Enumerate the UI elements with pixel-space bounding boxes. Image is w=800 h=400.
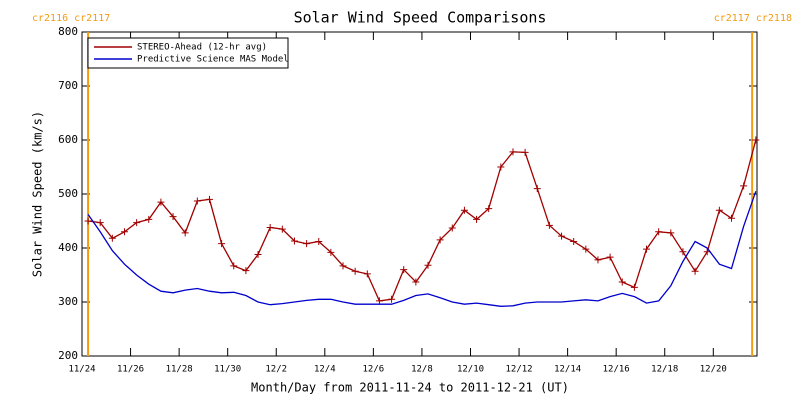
data-point — [752, 136, 760, 144]
data-point — [84, 217, 92, 225]
annotation: cr2117 cr2118 — [714, 13, 792, 24]
data-point — [120, 228, 128, 236]
data-point — [570, 238, 578, 246]
x-tick-label: 12/10 — [457, 365, 484, 375]
x-tick-label: 12/12 — [506, 365, 533, 375]
y-tick-label: 500 — [58, 187, 78, 200]
data-point — [545, 221, 553, 229]
data-point — [327, 248, 335, 256]
data-point — [339, 262, 347, 270]
data-point — [643, 245, 651, 253]
data-point — [412, 278, 420, 286]
data-point — [278, 225, 286, 233]
data-point — [242, 267, 250, 275]
data-point — [230, 262, 238, 270]
data-point — [582, 245, 590, 253]
data-point — [533, 185, 541, 193]
series-line — [87, 191, 757, 307]
data-point — [266, 223, 274, 231]
data-point — [424, 261, 432, 269]
x-tick-label: 12/16 — [603, 365, 630, 375]
data-point — [303, 240, 311, 248]
x-tick-label: 11/24 — [68, 365, 95, 375]
data-point — [606, 253, 614, 261]
x-tick-label: 12/18 — [651, 365, 678, 375]
data-point — [218, 240, 226, 248]
x-tick-label: 11/26 — [117, 365, 144, 375]
data-point — [363, 270, 371, 278]
data-point — [655, 228, 663, 236]
data-point — [740, 182, 748, 190]
data-point — [181, 229, 189, 237]
y-tick-label: 800 — [58, 25, 78, 38]
x-axis-label: Month/Day from 2011-11-24 to 2011-12-21 … — [251, 381, 569, 395]
x-tick-label: 12/4 — [314, 365, 336, 375]
data-point — [145, 215, 153, 223]
x-tick-label: 11/28 — [166, 365, 193, 375]
data-point — [679, 248, 687, 256]
data-point — [558, 232, 566, 240]
data-point — [715, 206, 723, 214]
data-point — [436, 236, 444, 244]
x-tick-label: 11/30 — [214, 365, 241, 375]
y-tick-label: 600 — [58, 133, 78, 146]
data-point — [96, 219, 104, 227]
x-tick-label: 12/14 — [554, 365, 581, 375]
data-point — [460, 206, 468, 214]
series-line — [88, 139, 757, 302]
chart-title: Solar Wind Speed Comparisons — [294, 9, 547, 27]
y-tick-label: 300 — [58, 295, 78, 308]
data-point — [400, 266, 408, 274]
x-tick-label: 12/8 — [411, 365, 433, 375]
data-point — [133, 219, 141, 227]
data-point — [728, 214, 736, 222]
data-point — [497, 163, 505, 171]
data-point — [351, 267, 359, 275]
legend-label: STEREO-Ahead (12-hr avg) — [137, 43, 267, 53]
data-point — [618, 278, 626, 286]
data-point — [169, 213, 177, 221]
data-point — [205, 195, 213, 203]
data-point — [290, 237, 298, 245]
annotation: cr2116 cr2117 — [32, 13, 110, 24]
data-point — [667, 229, 675, 237]
data-point — [375, 297, 383, 305]
plot-frame — [81, 31, 758, 357]
y-tick-label: 400 — [58, 241, 78, 254]
data-point — [691, 267, 699, 275]
data-point — [485, 205, 493, 213]
data-point — [448, 224, 456, 232]
data-point — [193, 197, 201, 205]
y-tick-label: 700 — [58, 79, 78, 92]
data-point — [594, 256, 602, 264]
legend-box — [87, 37, 289, 69]
x-tick-label: 12/20 — [700, 365, 727, 375]
x-tick-label: 12/6 — [363, 365, 385, 375]
legend-label: Predictive Science MAS Model — [137, 55, 289, 65]
data-point — [473, 215, 481, 223]
data-point — [315, 238, 323, 246]
data-point — [630, 283, 638, 291]
data-point — [254, 250, 262, 258]
data-point — [388, 295, 396, 303]
data-point — [108, 234, 116, 242]
x-tick-label: 12/2 — [265, 365, 287, 375]
data-point — [509, 148, 517, 156]
y-axis-label: Solar Wind Speed (km/s) — [31, 111, 45, 277]
y-tick-label: 200 — [58, 349, 78, 362]
data-point — [157, 198, 165, 206]
data-point — [521, 148, 529, 156]
